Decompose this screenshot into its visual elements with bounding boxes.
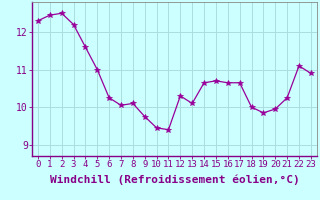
X-axis label: Windchill (Refroidissement éolien,°C): Windchill (Refroidissement éolien,°C) <box>50 175 299 185</box>
